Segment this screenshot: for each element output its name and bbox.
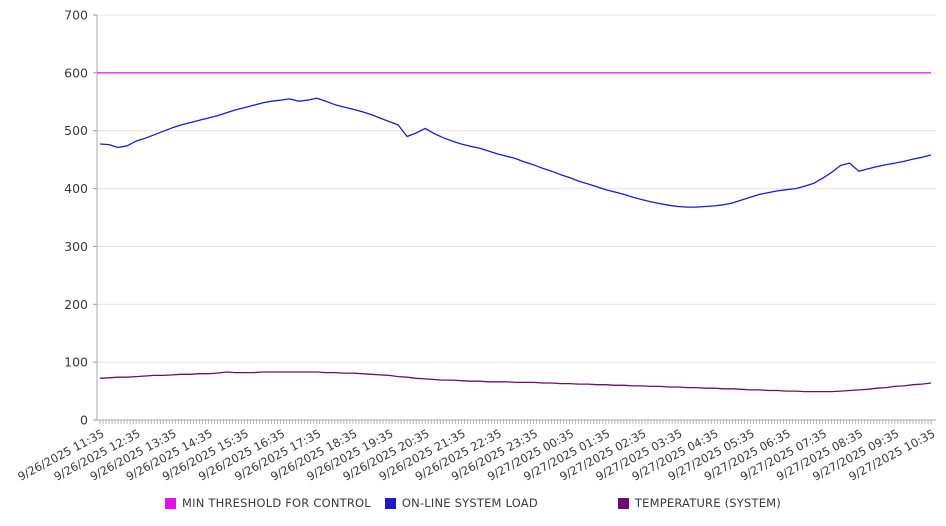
y-tick-label: 0: [80, 413, 88, 428]
legend-item-system-load[interactable]: ON-LINE SYSTEM LOAD: [384, 496, 538, 510]
legend-swatch-blue: [384, 497, 396, 509]
series-lines: [97, 72, 932, 393]
legend-label: TEMPERATURE (SYSTEM): [634, 496, 781, 510]
y-tick-label: 200: [64, 297, 88, 312]
gridlines: [97, 14, 936, 363]
x-axis: 9/26/2025 11:359/26/2025 12:359/26/2025 …: [15, 419, 937, 484]
chart-canvas: 0 100 200 300 400 500 600 700 9/26/2025 11:359/…: [15, 8, 937, 484]
series-line-1: [99, 97, 932, 208]
legend-label: MIN THRESHOLD FOR CONTROL: [182, 496, 371, 510]
legend-item-temperature[interactable]: TEMPERATURE (SYSTEM): [617, 496, 781, 510]
y-tick-label: 100: [64, 355, 88, 370]
y-tick-label: 600: [64, 65, 88, 80]
y-tick-label: 500: [64, 123, 88, 138]
y-tick-label: 400: [64, 181, 88, 196]
legend-item-min-threshold[interactable]: MIN THRESHOLD FOR CONTROL: [165, 496, 371, 510]
series-line-2: [99, 371, 932, 393]
chart-legend: MIN THRESHOLD FOR CONTROL ON-LINE SYSTEM…: [0, 496, 946, 510]
legend-swatch-magenta: [165, 497, 177, 509]
legend-swatch-purple: [617, 497, 629, 509]
y-tick-label: 300: [64, 239, 88, 254]
legend-label: ON-LINE SYSTEM LOAD: [401, 496, 538, 510]
y-axis: 0 100 200 300 400 500 600 700: [64, 8, 98, 428]
y-tick-label: 700: [64, 8, 88, 23]
